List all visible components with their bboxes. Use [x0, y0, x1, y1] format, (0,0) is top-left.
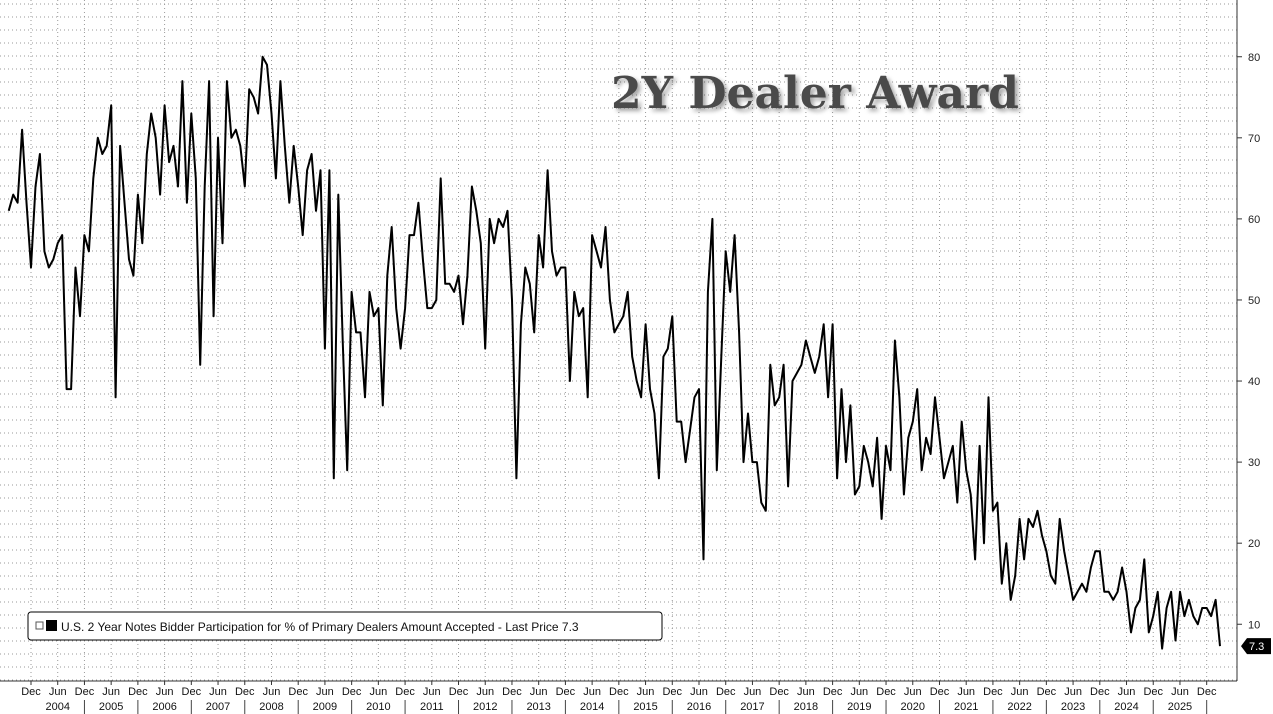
- year-label: 2020: [901, 701, 925, 713]
- year-label: 2024: [1114, 701, 1138, 713]
- x-tick-label: Dec: [128, 686, 148, 698]
- x-tick-label: Dec: [342, 686, 362, 698]
- x-tick-label: Jun: [263, 686, 281, 698]
- year-label: 2007: [206, 701, 230, 713]
- y-tick-label: 20: [1248, 538, 1260, 550]
- year-label: 2021: [954, 701, 978, 713]
- x-tick-label: Dec: [395, 686, 415, 698]
- x-tick-label: Jun: [583, 686, 601, 698]
- x-tick-label: Dec: [1143, 686, 1163, 698]
- series-line: [7, 55, 1221, 650]
- legend-label: U.S. 2 Year Notes Bidder Participation f…: [61, 620, 579, 634]
- year-label: 2015: [633, 701, 657, 713]
- x-tick-label: Dec: [876, 686, 896, 698]
- x-tick-label: Dec: [1090, 686, 1110, 698]
- y-tick-label: 50: [1248, 295, 1260, 307]
- x-tick-label: Dec: [769, 686, 789, 698]
- y-tick-labels: 10 20 30 40 50 60 70 80: [1237, 52, 1260, 631]
- x-tick-label: Dec: [1197, 686, 1217, 698]
- x-tick-label: Dec: [502, 686, 522, 698]
- x-tick-label: Jun: [797, 686, 815, 698]
- x-tick-labels: Dec Jun Dec Jun Dec Jun Dec Jun Dec Jun Dec Jun Dec J…: [21, 681, 1217, 698]
- year-label: 2011: [420, 701, 444, 713]
- x-tick-label: Jun: [530, 686, 548, 698]
- x-tick-label: Jun: [209, 686, 227, 698]
- x-tick-label: Dec: [235, 686, 255, 698]
- x-tick-label: Dec: [716, 686, 736, 698]
- legend: U.S. 2 Year Notes Bidder Participation f…: [27, 611, 663, 641]
- year-label: 2006: [152, 701, 176, 713]
- y-tick-label: 60: [1248, 214, 1260, 226]
- x-tick-label: Jun: [369, 686, 387, 698]
- x-tick-label: Dec: [288, 686, 308, 698]
- year-label: 2013: [526, 701, 550, 713]
- year-label: 2005: [99, 701, 123, 713]
- year-labels: 2004 2005 2006 2007 2008 2009 2010 2011 2012 2013…: [45, 700, 1208, 714]
- x-tick-label: Jun: [904, 686, 922, 698]
- x-tick-label: Dec: [1037, 686, 1057, 698]
- y-tick-label: 40: [1248, 376, 1260, 388]
- year-label: 2023: [1061, 701, 1085, 713]
- x-tick-label: Jun: [316, 686, 334, 698]
- x-tick-label: Jun: [637, 686, 655, 698]
- x-tick-label: Dec: [21, 686, 41, 698]
- x-tick-label: Jun: [423, 686, 441, 698]
- x-tick-label: Jun: [1011, 686, 1029, 698]
- year-label: 2019: [847, 701, 871, 713]
- x-tick-label: Jun: [102, 686, 120, 698]
- x-tick-label: Jun: [957, 686, 975, 698]
- y-tick-label: 10: [1248, 619, 1260, 631]
- legend-swatch: [46, 620, 57, 631]
- x-tick-label: Dec: [609, 686, 629, 698]
- year-label: 2004: [45, 701, 69, 713]
- year-label: 2022: [1007, 701, 1031, 713]
- x-tick-label: Jun: [744, 686, 762, 698]
- y-tick-label: 70: [1248, 133, 1260, 145]
- last-value-label: 7.3: [1249, 641, 1264, 653]
- year-label: 2017: [740, 701, 764, 713]
- year-label: 2008: [259, 701, 283, 713]
- x-tick-label: Dec: [983, 686, 1003, 698]
- year-label: 2016: [687, 701, 711, 713]
- x-tick-label: Jun: [690, 686, 708, 698]
- year-label: 2014: [580, 701, 604, 713]
- legend-toggle-icon[interactable]: [35, 621, 44, 630]
- year-label: 2009: [313, 701, 337, 713]
- x-tick-label: Jun: [1171, 686, 1189, 698]
- x-tick-label: Dec: [556, 686, 576, 698]
- last-value-marker: 7.3: [1241, 638, 1271, 655]
- chart-title: 2Y Dealer Award: [611, 68, 1019, 119]
- x-tick-label: Jun: [476, 686, 494, 698]
- year-label: 2025: [1168, 701, 1192, 713]
- x-tick-label: Dec: [662, 686, 682, 698]
- year-label: 2018: [794, 701, 818, 713]
- x-tick-label: Jun: [1118, 686, 1136, 698]
- y-tick-label: 80: [1248, 52, 1260, 64]
- x-tick-label: Jun: [49, 686, 67, 698]
- x-tick-label: Dec: [75, 686, 95, 698]
- x-tick-label: Dec: [823, 686, 843, 698]
- x-tick-label: Jun: [1064, 686, 1082, 698]
- x-tick-label: Dec: [449, 686, 469, 698]
- y-tick-label: 30: [1248, 457, 1260, 469]
- year-label: 2012: [473, 701, 497, 713]
- year-label: 2010: [366, 701, 390, 713]
- x-tick-label: Jun: [156, 686, 174, 698]
- x-tick-label: Dec: [930, 686, 950, 698]
- x-tick-label: Dec: [182, 686, 202, 698]
- x-tick-label: Jun: [850, 686, 868, 698]
